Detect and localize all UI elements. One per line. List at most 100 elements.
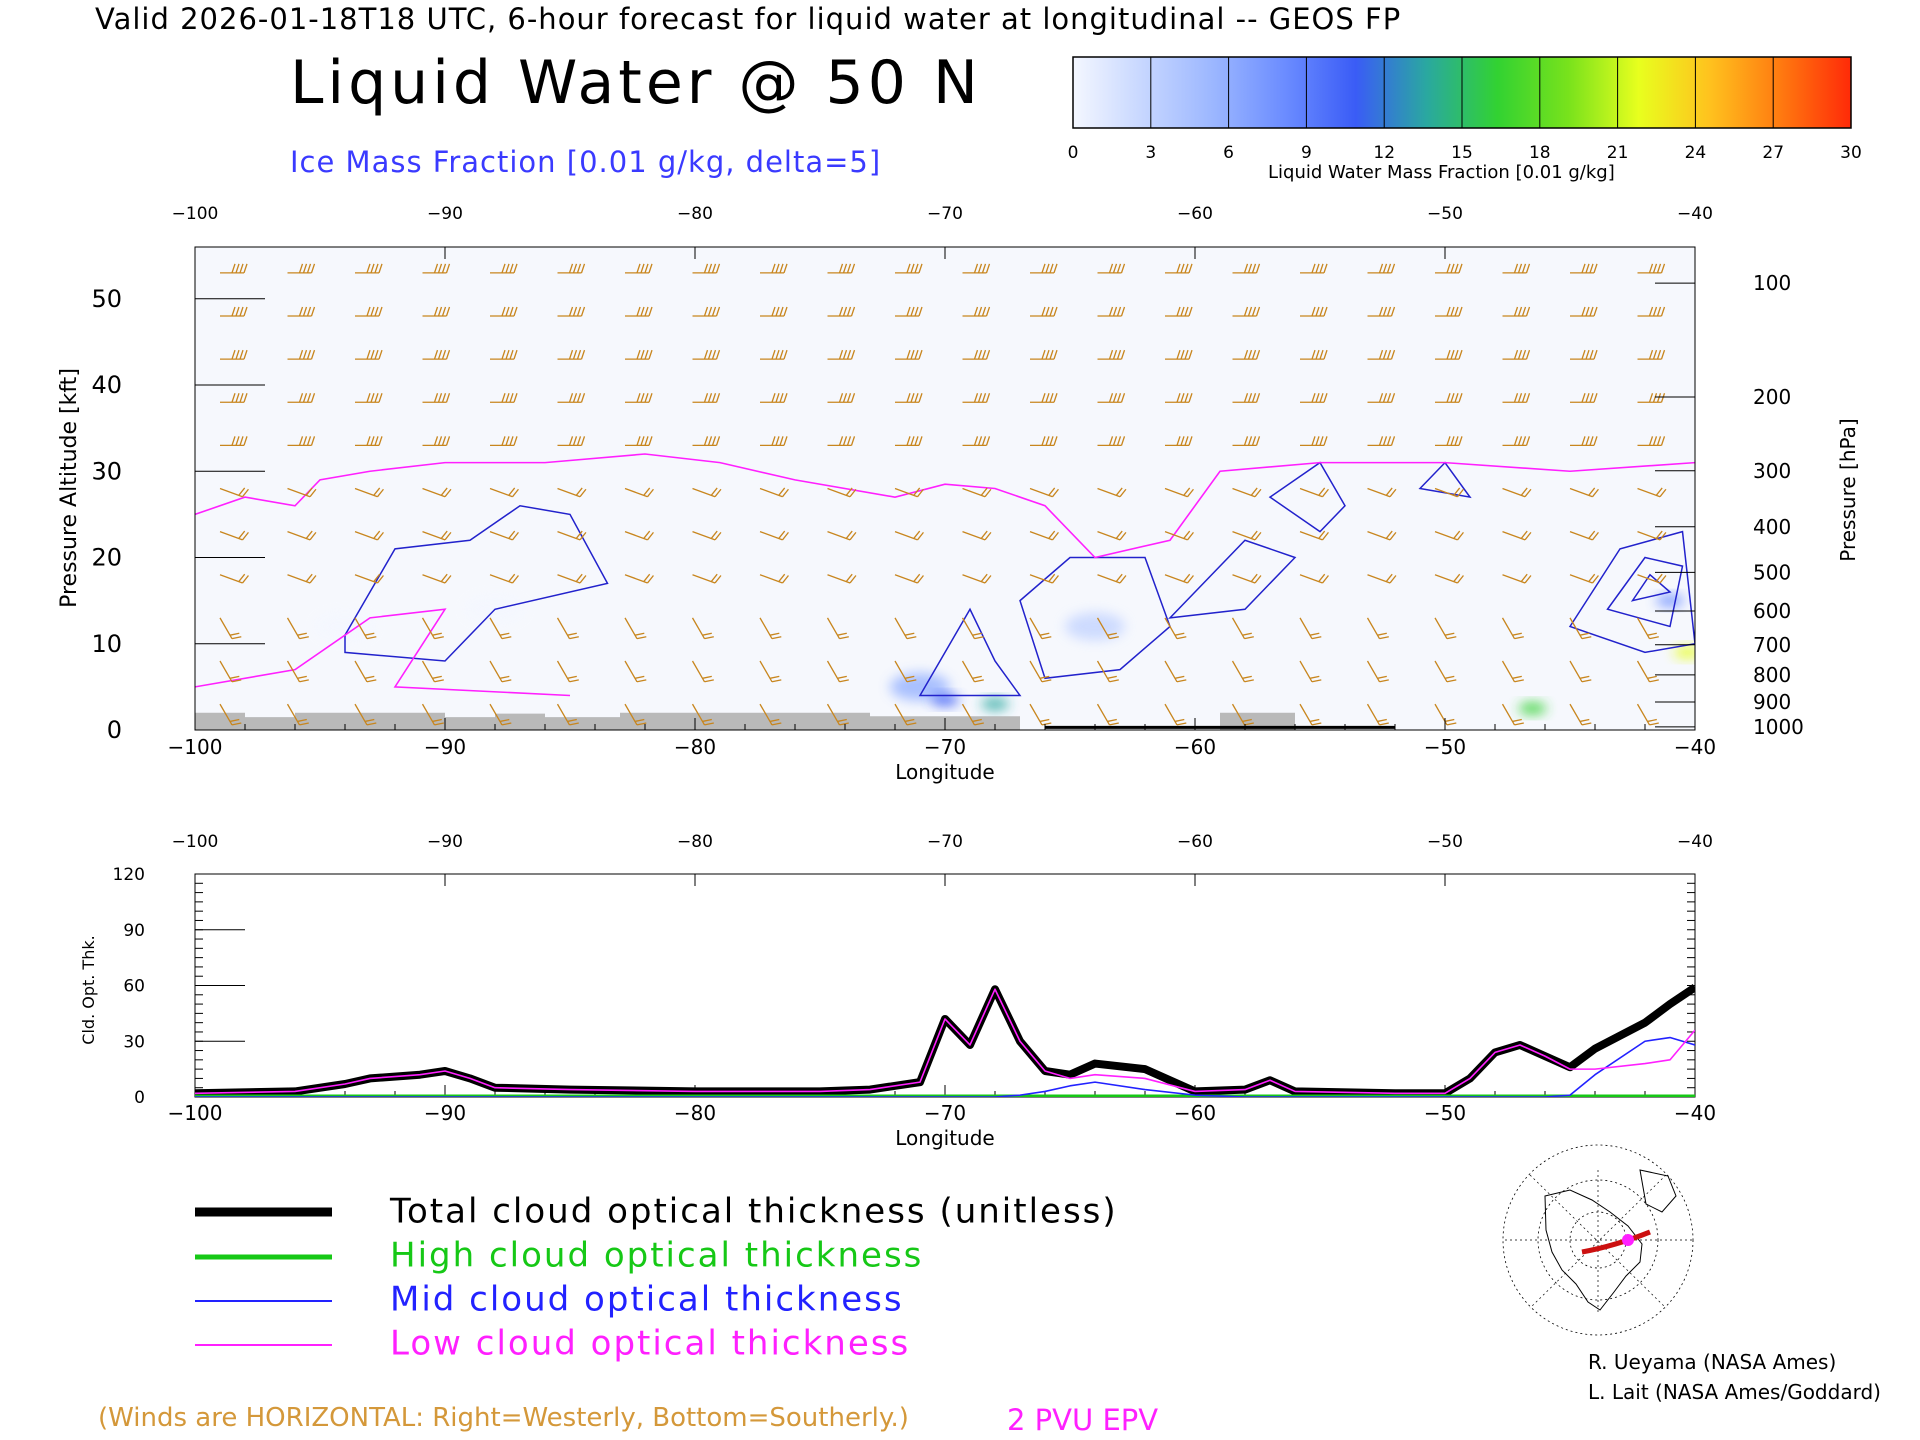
wind-barb <box>1165 306 1193 317</box>
ice-contour <box>1568 530 1695 654</box>
wind-barb <box>1299 703 1322 726</box>
wind-barb <box>1570 349 1598 360</box>
wind-barb <box>759 487 789 498</box>
colorbar-tick-label: 12 <box>1373 143 1395 163</box>
wind-barb <box>1029 573 1059 584</box>
cross-section-track <box>1581 1229 1651 1255</box>
pressure-axis-label: Pressure [hPa] <box>1836 418 1860 561</box>
greenland-outline <box>1639 1169 1677 1213</box>
winds-note: (Winds are HORIZONTAL: Right=Westerly, B… <box>98 1403 909 1433</box>
wind-barb <box>1434 530 1464 541</box>
wind-barb <box>895 263 923 274</box>
wind-barb <box>962 487 992 498</box>
legend-high-label: High cloud optical thickness <box>390 1236 923 1276</box>
wind-barb <box>1435 306 1463 317</box>
x-tick-label: −100 <box>168 735 223 759</box>
wind-barb <box>624 530 654 541</box>
wind-barb <box>1300 393 1328 403</box>
wind-barb <box>1502 349 1531 360</box>
colorbar-tick-label: 30 <box>1840 143 1862 163</box>
y-tick-label: 20 <box>91 544 122 572</box>
wind-barb <box>691 703 714 726</box>
wind-barb <box>287 306 316 317</box>
wind-barb <box>287 530 317 541</box>
pressure-tick-label: 700 <box>1753 633 1791 657</box>
series-area <box>195 984 1695 1097</box>
liquid-water-blob <box>1065 612 1125 641</box>
epv-low-line <box>195 608 571 697</box>
liquid-water-blob <box>1673 646 1695 659</box>
locator-map <box>1500 1144 1696 1336</box>
wind-barb <box>1029 530 1059 541</box>
wind-barb <box>490 393 518 403</box>
wind-barb <box>1299 573 1329 584</box>
wind-barb <box>1637 573 1667 584</box>
wind-barb <box>691 617 714 640</box>
epv-2pvu-line <box>195 453 1695 559</box>
wind-barb <box>826 660 849 683</box>
wind-barb <box>1366 703 1389 726</box>
plot-area <box>195 247 1695 730</box>
wind-barb <box>624 660 647 683</box>
x-tick-label-top: −40 <box>1677 832 1713 852</box>
wind-barb <box>1367 393 1396 403</box>
wind-barb <box>1367 263 1396 274</box>
wind-barb <box>1570 393 1598 403</box>
wind-barb <box>219 617 242 640</box>
wind-barb <box>624 617 647 640</box>
wind-barb <box>624 487 654 498</box>
liquid-water-blob <box>890 672 950 701</box>
wind-barb <box>1164 617 1187 640</box>
wind-barb <box>557 573 587 584</box>
ice-contour <box>1630 573 1672 602</box>
pressure-tick-label: 900 <box>1753 690 1791 714</box>
wind-barb <box>1030 436 1058 447</box>
x-tick-label-top: −40 <box>1677 204 1713 224</box>
wind-barb <box>625 306 653 317</box>
wind-barb <box>220 263 248 274</box>
wind-barb <box>1300 436 1328 447</box>
y-axis-label: Pressure Altitude [kft] <box>57 368 82 608</box>
wind-barb <box>1029 660 1052 683</box>
wind-barb <box>490 306 518 317</box>
wind-barb <box>1164 573 1194 584</box>
x-tick-label: −90 <box>424 1101 466 1125</box>
x-axis-label: Longitude <box>895 1126 994 1150</box>
wind-barb <box>489 487 519 498</box>
wind-barb <box>1232 436 1261 447</box>
wind-barb <box>490 436 518 447</box>
wind-barb <box>557 530 587 541</box>
epv-note: 2 PVU EPV <box>1007 1403 1159 1437</box>
wind-barb <box>1165 263 1193 274</box>
pressure-tick-label: 800 <box>1753 663 1791 687</box>
y-tick-label: 120 <box>113 865 145 885</box>
credit-line-2: L. Lait (NASA Ames/Goddard) <box>1588 1380 1881 1404</box>
wind-barb <box>422 487 452 498</box>
wind-barb <box>1231 617 1254 640</box>
pressure-tick-label: 400 <box>1753 515 1791 539</box>
wind-barb <box>286 617 309 640</box>
wind-barb <box>489 530 519 541</box>
x-tick-label-top: −80 <box>677 832 713 852</box>
wind-barb <box>1299 530 1329 541</box>
x-axis-label: Longitude <box>895 760 994 784</box>
wind-barb <box>759 530 789 541</box>
wind-barb <box>1232 306 1261 317</box>
wind-barb <box>1637 263 1666 274</box>
x-tick-label-top: −60 <box>1177 832 1213 852</box>
pressure-tick-label: 1000 <box>1753 715 1804 739</box>
main-title: Liquid Water @ 50 N <box>290 48 982 118</box>
wind-barb <box>1502 393 1531 403</box>
wind-barb <box>1096 660 1119 683</box>
wind-barb <box>894 703 917 726</box>
wind-barb <box>692 263 721 274</box>
ice-contour <box>918 607 1022 697</box>
x-tick-label-top: −50 <box>1427 832 1463 852</box>
wind-barb <box>894 573 924 584</box>
terrain <box>195 712 1295 730</box>
wind-barb <box>961 660 984 683</box>
liquid-water-blob <box>315 612 375 641</box>
wind-barb <box>962 573 992 584</box>
wind-barb <box>624 573 654 584</box>
wind-barb <box>1097 487 1127 498</box>
